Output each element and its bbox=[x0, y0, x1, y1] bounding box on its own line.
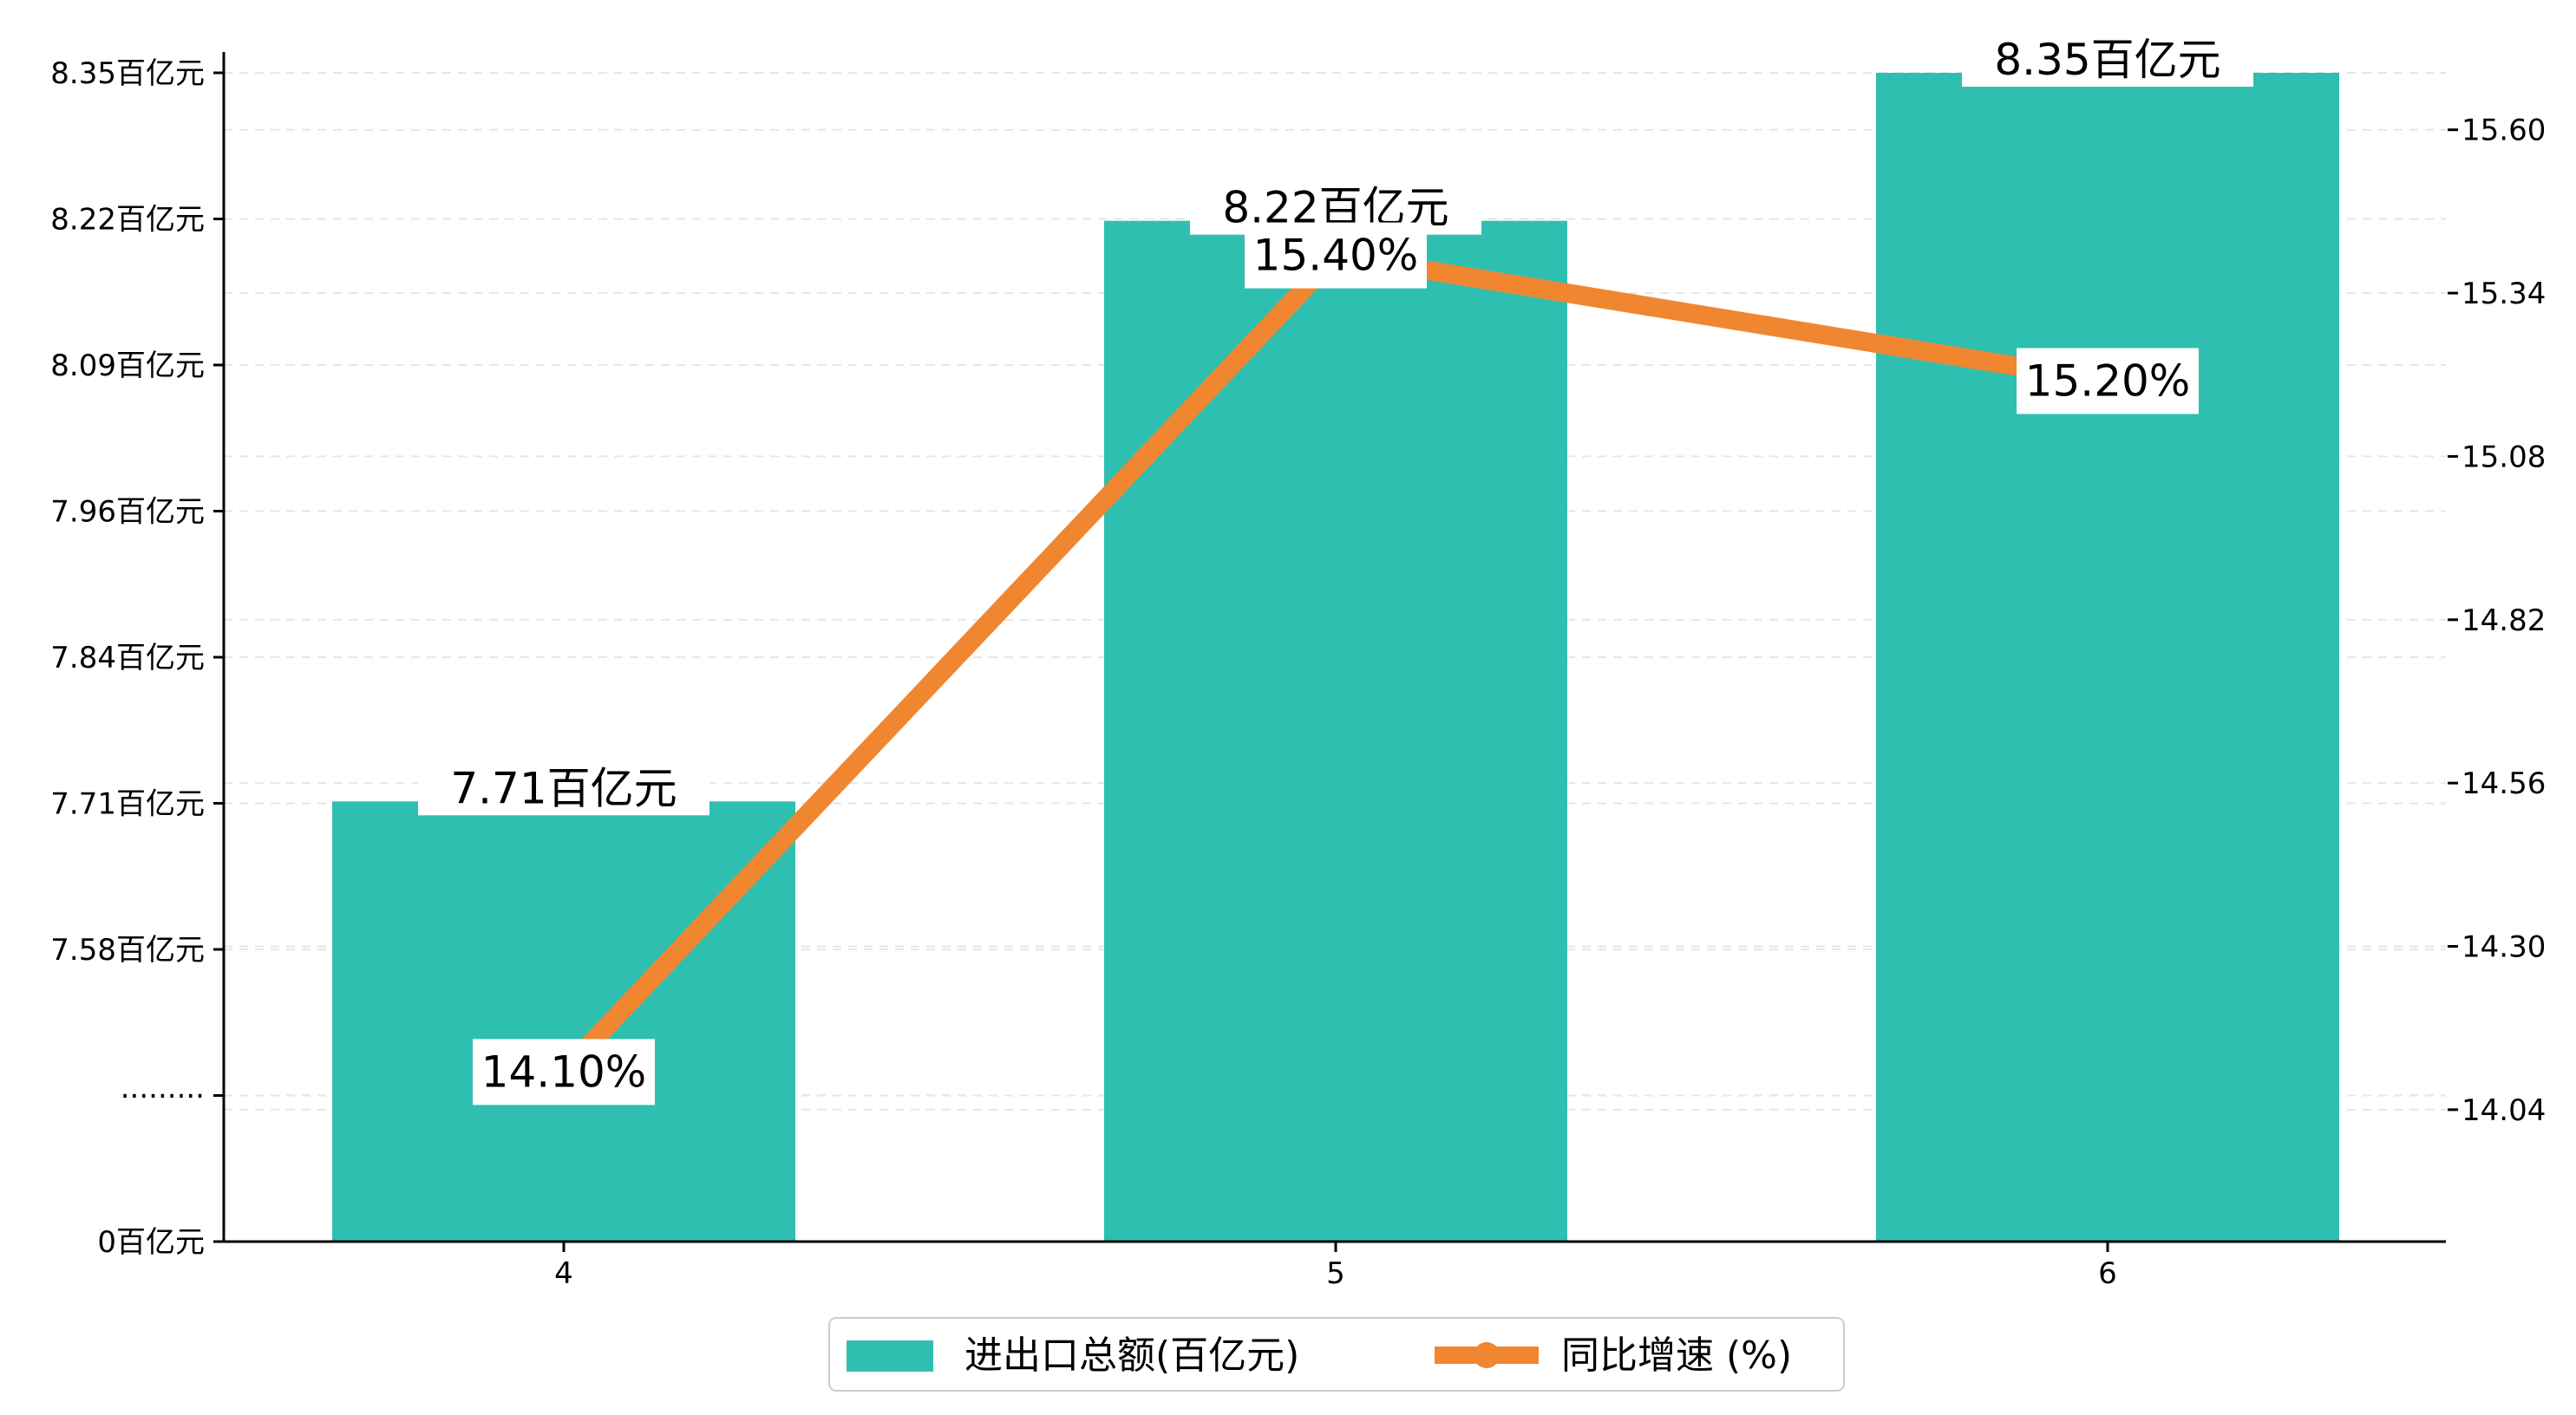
line-value-label: 15.40% bbox=[1245, 222, 1427, 289]
left-tick-label: 7.58百亿元 bbox=[50, 933, 205, 968]
line-value-label: 15.20% bbox=[2017, 348, 2199, 414]
x-tick-label: 6 bbox=[2098, 1256, 2117, 1291]
right-tick-label: 14.82 bbox=[2462, 603, 2546, 638]
line-label-box bbox=[1245, 222, 1427, 289]
bar bbox=[1104, 220, 1567, 1242]
line-value-label: 14.10% bbox=[473, 1039, 655, 1105]
bar-series bbox=[332, 73, 2339, 1242]
line-label-text: 14.10% bbox=[481, 1047, 647, 1097]
bar bbox=[1876, 73, 2339, 1242]
right-tick-label: 14.30 bbox=[2462, 930, 2546, 965]
left-tick-label: 8.09百亿元 bbox=[50, 349, 205, 383]
x-tick-label: 4 bbox=[554, 1256, 573, 1291]
left-tick-label: 7.96百亿元 bbox=[50, 495, 205, 530]
right-tick-label: 15.60 bbox=[2462, 114, 2546, 148]
line-label-text: 15.40% bbox=[1253, 231, 1419, 281]
legend-line-label: 同比增速 (%) bbox=[1561, 1333, 1792, 1378]
x-tick-label: 5 bbox=[1326, 1256, 1345, 1291]
left-tick-label: 7.84百亿元 bbox=[50, 641, 205, 675]
legend-frame bbox=[828, 1317, 1845, 1392]
bar-label-text: 7.71百亿元 bbox=[450, 763, 677, 813]
legend-bar-swatch bbox=[847, 1340, 933, 1372]
bar-label-text: 8.35百亿元 bbox=[1994, 35, 2220, 85]
bar bbox=[332, 801, 795, 1242]
left-tick-label: 8.35百亿元 bbox=[50, 56, 205, 91]
legend-bar-label: 进出口总额(百亿元) bbox=[964, 1333, 1299, 1378]
right-tick-label: 14.56 bbox=[2462, 766, 2546, 801]
left-y-axis: 0百亿元 ········· 7.58百亿元 7.71百亿元 7.84百亿元 7.96百亿… bbox=[50, 56, 224, 1260]
left-tick-label: 8.22百亿元 bbox=[50, 203, 205, 238]
bar-value-label: 7.71百亿元 bbox=[418, 756, 709, 816]
left-tick-label: ········· bbox=[121, 1079, 205, 1114]
line-label-text: 15.20% bbox=[2025, 355, 2191, 406]
right-tick-label: 15.08 bbox=[2462, 440, 2546, 474]
left-tick-label: 0百亿元 bbox=[97, 1225, 205, 1260]
right-tick-label: 15.34 bbox=[2462, 277, 2546, 311]
right-y-axis: 14.04 14.30 14.56 14.82 15.08 15.34 15.60 bbox=[2448, 114, 2546, 1128]
x-axis: 4 5 6 bbox=[554, 1242, 2117, 1291]
right-tick-label: 14.04 bbox=[2462, 1093, 2546, 1128]
bar-value-label: 8.35百亿元 bbox=[1962, 28, 2253, 87]
left-tick-label: 7.71百亿元 bbox=[50, 787, 205, 822]
line-value-labels: 14.10% 15.40% 15.20% bbox=[473, 222, 2199, 1105]
legend-line-marker bbox=[1474, 1342, 1500, 1368]
bar-label-box bbox=[418, 756, 709, 816]
bar-label-box bbox=[1962, 28, 2253, 87]
legend: 进出口总额(百亿元) 同比增速 (%) bbox=[828, 1317, 1845, 1392]
line-label-box bbox=[473, 1039, 655, 1105]
line-label-box bbox=[2017, 348, 2199, 414]
